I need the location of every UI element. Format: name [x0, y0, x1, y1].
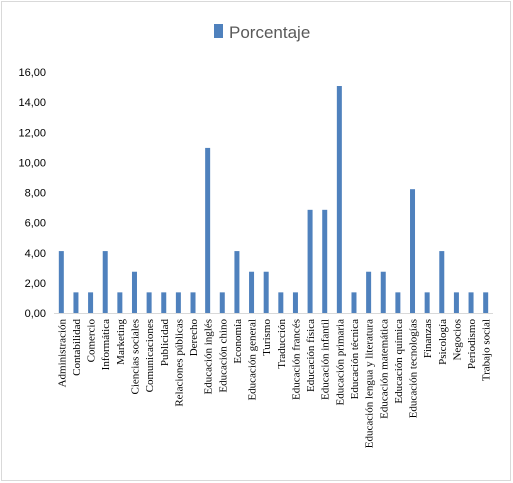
x-tick-label: Turismo [261, 319, 273, 356]
x-tick-label: Traducción [276, 319, 288, 369]
bar [161, 292, 167, 313]
x-tick-label: Educación física [305, 319, 317, 392]
x-tick-label: Educación general [247, 319, 259, 401]
y-tick-label: 16,00 [18, 67, 46, 79]
bar [395, 292, 401, 313]
bar [146, 292, 152, 313]
y-tick-label: 6,00 [25, 218, 46, 230]
bar [322, 209, 328, 313]
y-tick-label: 4,00 [25, 248, 46, 260]
x-tick-label: Educación lengua y literatura [364, 319, 376, 448]
x-tick-label: Educación matemática [378, 319, 390, 419]
x-tick-label: Educación técnica [349, 319, 361, 399]
x-tick-label: Educación primaria [334, 319, 346, 406]
bar [336, 86, 342, 313]
x-tick-label: Periodismo [466, 319, 478, 370]
x-tick-label: Educación chino [217, 319, 229, 393]
y-axis: 0,00 2,00 4,00 6,00 8,00 10,00 12,00 14,00 16,00 [18, 67, 46, 320]
x-tick-label: Informática [100, 319, 112, 370]
x-tick-label: Psicología [437, 319, 449, 365]
x-axis: Administración Contabilidad Comercio Inform… [56, 319, 492, 449]
bar [102, 251, 108, 313]
bar [117, 292, 123, 313]
bar [424, 292, 430, 313]
legend: Porcentaje [214, 23, 310, 42]
bar [205, 147, 211, 313]
x-tick-label: Contabilidad [71, 319, 83, 376]
bar [410, 189, 416, 313]
bar [278, 292, 284, 313]
x-tick-label: Marketing [115, 319, 127, 365]
bar [468, 292, 474, 313]
bar [292, 292, 298, 313]
bar [366, 271, 372, 313]
x-tick-label: Ciencias sociales [129, 319, 141, 394]
y-tick-label: 12,00 [18, 127, 46, 139]
x-tick-label: Educación tecnologías [408, 319, 420, 418]
bar [58, 251, 64, 313]
x-tick-label: Comercio [86, 319, 98, 363]
x-tick-label: Negocios [451, 319, 463, 361]
bar [234, 251, 240, 313]
bar [263, 271, 269, 313]
x-tick-label: Publicidad [159, 319, 171, 367]
x-tick-label: Economía [232, 319, 244, 364]
bar [483, 292, 489, 313]
bar [73, 292, 79, 313]
bar [219, 292, 225, 313]
x-tick-label: Trabajo social [481, 319, 493, 381]
bar [307, 209, 313, 313]
bar [380, 271, 386, 313]
x-tick-label: Educación francés [290, 319, 302, 400]
x-tick-label: Relaciones públicas [173, 319, 185, 407]
x-tick-label: Derecho [188, 319, 200, 357]
x-tick-label: Finanzas [422, 319, 434, 358]
legend-label: Porcentaje [229, 23, 310, 42]
bar [351, 292, 357, 313]
bar [88, 292, 94, 313]
y-tick-label: 14,00 [18, 97, 46, 109]
bar [249, 271, 255, 313]
bar [453, 292, 459, 313]
y-tick-label: 10,00 [18, 157, 46, 169]
x-tick-label: Educación química [393, 319, 405, 404]
x-tick-label: Administración [56, 319, 68, 388]
bars [58, 86, 489, 313]
bar [190, 292, 196, 313]
bar [175, 292, 181, 313]
bar [131, 271, 137, 313]
legend-swatch [214, 24, 223, 38]
x-tick-label: Educación infantil [320, 319, 332, 400]
x-tick-label: Educación inglés [203, 319, 215, 394]
bar [439, 251, 445, 313]
y-tick-label: 2,00 [25, 278, 46, 290]
y-tick-label: 8,00 [25, 188, 46, 200]
x-tick-label: Comunicaciones [144, 319, 156, 392]
y-tick-label: 0,00 [25, 308, 46, 320]
